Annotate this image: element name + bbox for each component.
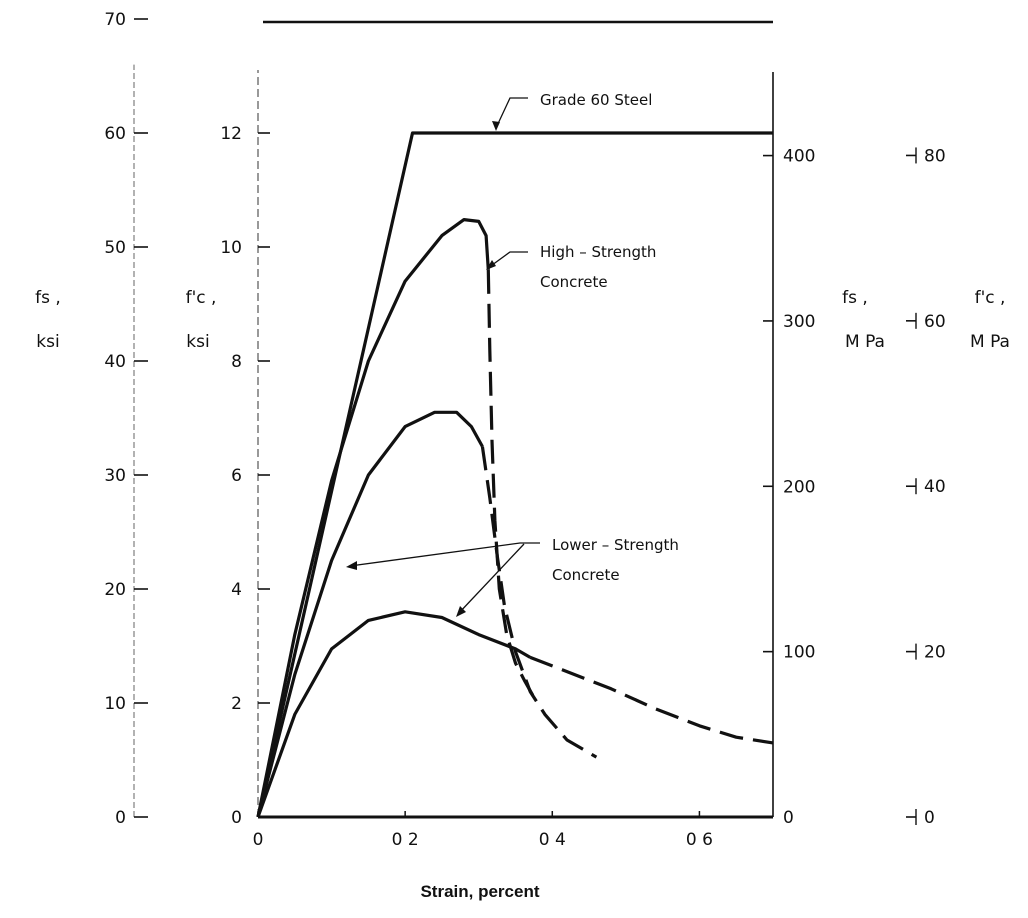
curve-steel-solid [256, 131, 773, 818]
fs-mpa-axis-unit: M Pa [845, 332, 885, 352]
fc-mpa-tick-label: 40 [924, 477, 946, 497]
curve-concrete-lower-2-dashed [529, 655, 774, 745]
x-tick-label: 0 [253, 830, 264, 850]
fc-ksi-tick-label: 10 [220, 238, 242, 258]
fs-mpa-tick-label: 200 [783, 477, 815, 497]
lower-strength-annotation-line2: Concrete [552, 566, 620, 584]
fc-mpa-axis-unit: M Pa [970, 332, 1010, 352]
fc-mpa-tick-label: 0 [924, 808, 935, 828]
lower-strength-leader-1-arrow [346, 561, 357, 570]
fs-ksi-tick-label: 0 [115, 808, 126, 828]
x-axis-title: Strain, percent [420, 882, 539, 901]
fc-mpa-tick-label: 60 [924, 312, 946, 332]
fc-mpa-tick-label: 20 [924, 643, 946, 663]
fs-ksi-tick-label: 40 [104, 352, 126, 372]
fs-ksi-axis-unit: ksi [36, 332, 59, 352]
curve-concrete-high-dashed [486, 269, 536, 699]
fs-mpa-axis-title: fs , [842, 288, 868, 308]
fc-mpa-axis-title: f'c , [975, 288, 1006, 308]
fs-mpa-tick-label: 0 [783, 808, 794, 828]
high-strength-leader [487, 251, 528, 269]
fc-ksi-tick-label: 4 [231, 580, 242, 600]
fc-ksi-tick-label: 6 [231, 466, 242, 486]
curve-concrete-high-solid [256, 218, 490, 818]
steel-leader-arrow [492, 121, 500, 131]
lower-strength-leader-2 [457, 543, 525, 615]
x-tick-label: 0 6 [686, 830, 713, 850]
x-tick-label: 0 4 [539, 830, 566, 850]
fs-ksi-tick-label: 50 [104, 238, 126, 258]
steel-annotation: Grade 60 Steel [540, 91, 652, 109]
lower-strength-leader-2-arrow [456, 606, 466, 617]
fs-ksi-tick-label: 60 [104, 124, 126, 144]
high-strength-annotation-line2: Concrete [540, 273, 608, 291]
curve-concrete-lower-1-solid [256, 410, 484, 818]
fc-ksi-axis-title: f'c , [186, 288, 217, 308]
fc-ksi-axis-unit: ksi [186, 332, 209, 352]
high-strength-leader-arrow [486, 260, 496, 270]
fc-ksi-tick-label: 8 [231, 352, 242, 372]
lower-strength-leader-1 [349, 542, 540, 567]
lower-strength-annotation: Lower – Strength [552, 536, 679, 554]
fs-mpa-tick-label: 400 [783, 147, 815, 167]
fs-mpa-tick-label: 100 [783, 643, 815, 663]
fs-ksi-tick-label: 70 [104, 10, 126, 30]
fs-ksi-tick-label: 10 [104, 694, 126, 714]
fs-ksi-tick-label: 20 [104, 580, 126, 600]
fc-ksi-tick-label: 2 [231, 694, 242, 714]
steel-leader [495, 97, 528, 129]
high-strength-annotation: High – Strength [540, 243, 656, 261]
fs-ksi-axis-title: fs , [35, 288, 61, 308]
x-tick-label: 0 2 [392, 830, 419, 850]
curve-concrete-lower-1-dashed [480, 446, 598, 759]
fs-ksi-tick-label: 30 [104, 466, 126, 486]
curve-concrete-lower-2-solid [256, 610, 532, 818]
fc-ksi-tick-label: 12 [220, 124, 242, 144]
fc-mpa-tick-label: 80 [924, 146, 946, 166]
fs-mpa-tick-label: 300 [783, 312, 815, 332]
fc-ksi-tick-label: 0 [231, 808, 242, 828]
